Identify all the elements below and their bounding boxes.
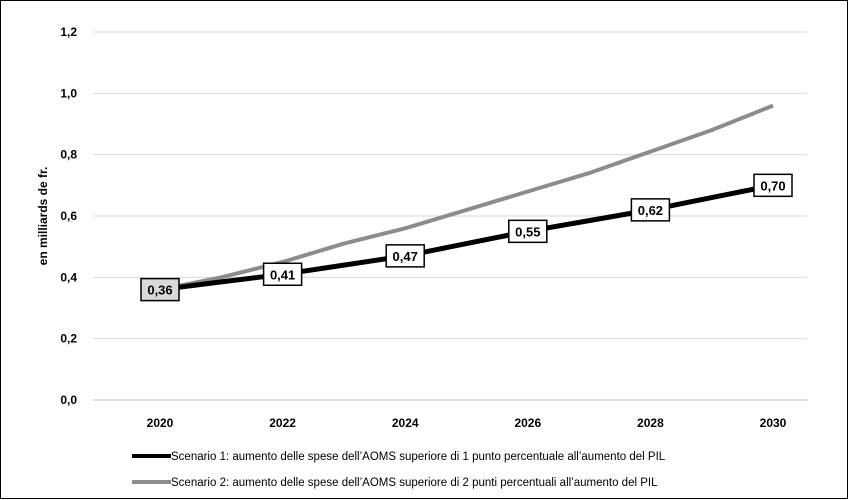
data-label-text: 0,70 <box>760 178 785 193</box>
data-label: 0,70 <box>753 173 793 198</box>
y-tick-label: 0,0 <box>60 393 77 407</box>
data-label: 0,36 <box>140 277 180 302</box>
y-tick-label: 0,6 <box>60 209 77 223</box>
data-label-text: 0,62 <box>638 203 663 218</box>
data-label-box <box>508 219 548 244</box>
x-tick-label: 2024 <box>392 416 419 430</box>
data-label-text: 0,36 <box>147 283 172 298</box>
legend-label-2: Scenario 2: aumento delle spese dell’AOM… <box>171 477 658 489</box>
y-tick-label: 0,2 <box>60 332 77 346</box>
data-label-box <box>385 244 425 268</box>
legend-label-1: Scenario 1: aumento delle spese dell’AOM… <box>171 451 666 463</box>
data-label: 0,62 <box>630 198 671 222</box>
x-tick-label: 2020 <box>147 416 174 430</box>
data-label: 0,55 <box>508 219 548 244</box>
data-label-text: 0,41 <box>270 267 295 282</box>
x-tick-label: 2026 <box>514 416 541 430</box>
data-label-text: 0,55 <box>515 224 540 239</box>
data-label-box <box>630 198 671 222</box>
y-tick-label: 0,8 <box>60 148 77 162</box>
x-tick-label: 2030 <box>760 416 787 430</box>
y-tick-label: 1,0 <box>60 86 77 100</box>
data-label-text: 0,47 <box>393 249 418 264</box>
data-label-box <box>753 173 793 198</box>
data-label: 0,41 <box>262 262 303 287</box>
x-tick-label: 2022 <box>269 416 296 430</box>
series-line-2 <box>159 103 774 292</box>
series-line-1 <box>159 182 774 293</box>
data-label-box <box>140 277 180 302</box>
data-label: 0,47 <box>385 244 425 268</box>
data-label-box <box>262 262 303 287</box>
y-axis-label: en milliards de fr. <box>36 167 50 266</box>
y-tick-label: 0,4 <box>60 270 77 284</box>
y-tick-label: 1,2 <box>60 25 77 39</box>
x-tick-label: 2028 <box>637 416 664 430</box>
